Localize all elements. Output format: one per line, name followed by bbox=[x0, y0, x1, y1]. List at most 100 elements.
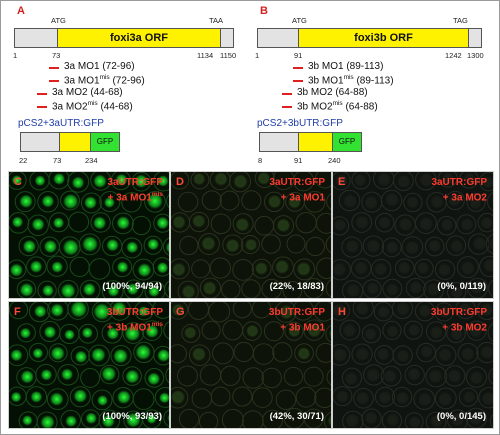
embryo-fluorescence bbox=[346, 283, 361, 298]
embryo-chorion bbox=[391, 386, 413, 408]
embryo-fluorescence bbox=[376, 172, 392, 187]
embryo-fluorescence bbox=[353, 173, 367, 187]
embryo-fluorescence bbox=[107, 284, 120, 297]
mo-dash bbox=[293, 80, 303, 82]
embryo-chorion bbox=[251, 302, 272, 319]
embryo-chorion bbox=[466, 320, 487, 341]
embryo-chorion bbox=[393, 172, 414, 191]
embryo-fluorescence bbox=[85, 412, 98, 425]
embryo-fluorescence bbox=[327, 414, 331, 427]
embryo-chorion bbox=[152, 257, 169, 277]
embryo-fluorescence bbox=[448, 193, 461, 207]
embryo-chorion bbox=[435, 344, 457, 366]
embryo-chorion bbox=[232, 259, 254, 281]
embryo-chorion bbox=[273, 215, 295, 237]
embryo-chorion bbox=[221, 279, 241, 298]
embryo-chorion bbox=[78, 323, 98, 344]
embryo-chorion bbox=[101, 280, 124, 298]
embryo-chorion bbox=[466, 192, 486, 212]
embryo-chorion bbox=[488, 279, 493, 298]
embryo-chorion bbox=[314, 172, 331, 189]
embryo-fluorescence bbox=[438, 305, 452, 319]
embryo-chorion bbox=[262, 409, 283, 428]
embryo-fluorescence bbox=[409, 280, 423, 295]
mo-dash bbox=[282, 93, 292, 95]
embryo-chorion bbox=[9, 344, 29, 367]
embryo-chorion bbox=[415, 212, 437, 234]
micrograph-stat: (0%, 0/119) bbox=[437, 281, 486, 292]
micrograph-stat: (22%, 18/83) bbox=[269, 281, 324, 292]
embryo-chorion bbox=[101, 322, 123, 344]
embryo-chorion bbox=[171, 172, 190, 190]
mo-dash bbox=[49, 80, 59, 82]
embryo-fluorescence bbox=[428, 239, 442, 253]
embryo-chorion bbox=[35, 363, 57, 386]
embryo-chorion bbox=[46, 255, 68, 277]
embryo-fluorescence bbox=[447, 368, 462, 384]
embryo-chorion bbox=[121, 192, 142, 213]
embryo-chorion bbox=[380, 189, 403, 212]
embryo-fluorescence bbox=[213, 172, 228, 187]
embryo-chorion bbox=[414, 258, 434, 279]
embryo-chorion bbox=[294, 343, 314, 363]
embryo-fluorescence bbox=[491, 328, 493, 337]
embryo-chorion bbox=[188, 344, 211, 366]
embryo-fluorescence bbox=[386, 413, 400, 427]
embryo-chorion bbox=[333, 216, 350, 236]
embryo-chorion bbox=[333, 386, 353, 407]
embryo-chorion bbox=[488, 368, 493, 385]
embryo-fluorescence bbox=[355, 391, 370, 405]
embryo-chorion bbox=[404, 364, 425, 386]
embryo-fluorescence bbox=[116, 261, 129, 273]
embryo-chorion bbox=[162, 237, 169, 256]
embryo-chorion bbox=[476, 341, 493, 364]
embryo-fluorescence bbox=[430, 195, 444, 209]
embryo-fluorescence bbox=[32, 347, 44, 359]
embryo-chorion bbox=[465, 366, 488, 388]
embryo-chorion bbox=[57, 363, 79, 386]
embryo-fluorescence bbox=[192, 214, 206, 228]
embryo-chorion bbox=[380, 365, 402, 387]
embryo-fluorescence bbox=[426, 282, 441, 297]
embryo-chorion bbox=[325, 235, 331, 254]
embryo-chorion bbox=[131, 172, 152, 192]
embryo-chorion bbox=[208, 302, 231, 323]
embryo-chorion bbox=[28, 342, 48, 363]
embryo-chorion bbox=[201, 190, 222, 211]
embryo-chorion bbox=[282, 280, 303, 298]
embryo-fluorescence bbox=[22, 415, 33, 426]
embryo-fluorescence bbox=[61, 368, 74, 381]
embryo-fluorescence bbox=[377, 305, 391, 319]
embryo-chorion bbox=[434, 387, 457, 410]
embryo-fluorescence bbox=[366, 239, 381, 254]
embryo-chorion bbox=[351, 343, 373, 365]
embryo-chorion bbox=[16, 323, 36, 343]
embryo-fluorescence bbox=[50, 303, 64, 317]
embryo-fluorescence bbox=[333, 347, 348, 363]
embryo-chorion bbox=[361, 408, 382, 428]
embryo-chorion bbox=[284, 321, 304, 341]
embryo-fluorescence bbox=[192, 172, 206, 186]
embryo-fluorescence bbox=[267, 194, 282, 209]
embryo-chorion bbox=[48, 172, 70, 190]
atg-label: ATG bbox=[292, 16, 307, 25]
embryo-fluorescence bbox=[418, 304, 432, 318]
embryo-chorion bbox=[352, 302, 374, 319]
embryo-fluorescence bbox=[287, 195, 302, 209]
mo-label: 3b MO1mis (89-113) bbox=[308, 74, 394, 87]
embryo-chorion bbox=[315, 212, 331, 234]
embryo-chorion bbox=[425, 411, 447, 428]
mo-label: 3a MO2mis (44-68) bbox=[52, 100, 133, 113]
embryo-fluorescence bbox=[491, 285, 493, 294]
embryo-chorion bbox=[80, 367, 101, 388]
embryo-fluorescence bbox=[354, 261, 369, 275]
embryo-fluorescence bbox=[31, 217, 45, 231]
embryo-fluorescence bbox=[19, 282, 34, 297]
embryo-chorion bbox=[445, 190, 465, 211]
embryo-fluorescence bbox=[364, 411, 378, 425]
embryo-chorion bbox=[9, 259, 27, 280]
micrograph-panel: G 3bUTR:GFP + 3b MO1 (42%, 30/71) bbox=[170, 301, 332, 429]
construct-orf bbox=[298, 132, 333, 152]
embryo-chorion bbox=[381, 237, 402, 258]
